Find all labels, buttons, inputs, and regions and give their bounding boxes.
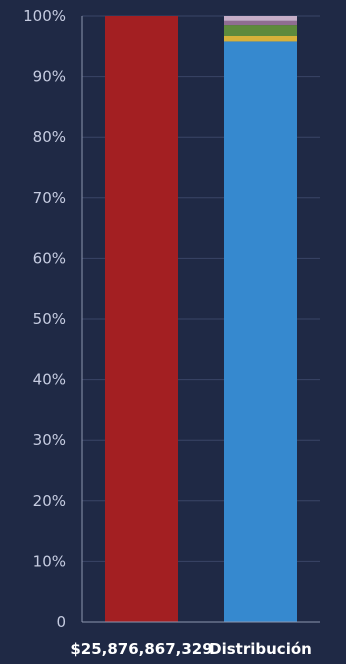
y-tick-label: 40% [33, 371, 66, 389]
x-category-label: Distribución [209, 640, 312, 658]
y-tick-label: 90% [33, 68, 66, 86]
y-tick-label: 100% [23, 7, 66, 25]
x-category-label: $25,876,867,329 [70, 640, 212, 658]
y-axis-tick-labels: 0 10% 20% 30% 40% 50% 60% 70% 80% 90% 100% [23, 7, 66, 631]
bar-segment[interactable] [224, 25, 297, 36]
bar-segment[interactable] [224, 20, 297, 26]
bar-segment[interactable] [224, 16, 297, 21]
y-tick-label: 80% [33, 128, 66, 146]
bar-segment[interactable] [224, 41, 297, 622]
bar-segments [105, 16, 297, 622]
y-tick-label: 10% [33, 552, 66, 570]
y-tick-label: 0 [56, 613, 66, 631]
y-tick-label: 60% [33, 249, 66, 267]
bar-segment[interactable] [105, 16, 178, 622]
y-tick-label: 70% [33, 189, 66, 207]
y-tick-label: 20% [33, 492, 66, 510]
axes [81, 16, 320, 623]
y-tick-label: 50% [33, 310, 66, 328]
bar-segment[interactable] [224, 35, 297, 42]
y-tick-label: 30% [33, 431, 66, 449]
